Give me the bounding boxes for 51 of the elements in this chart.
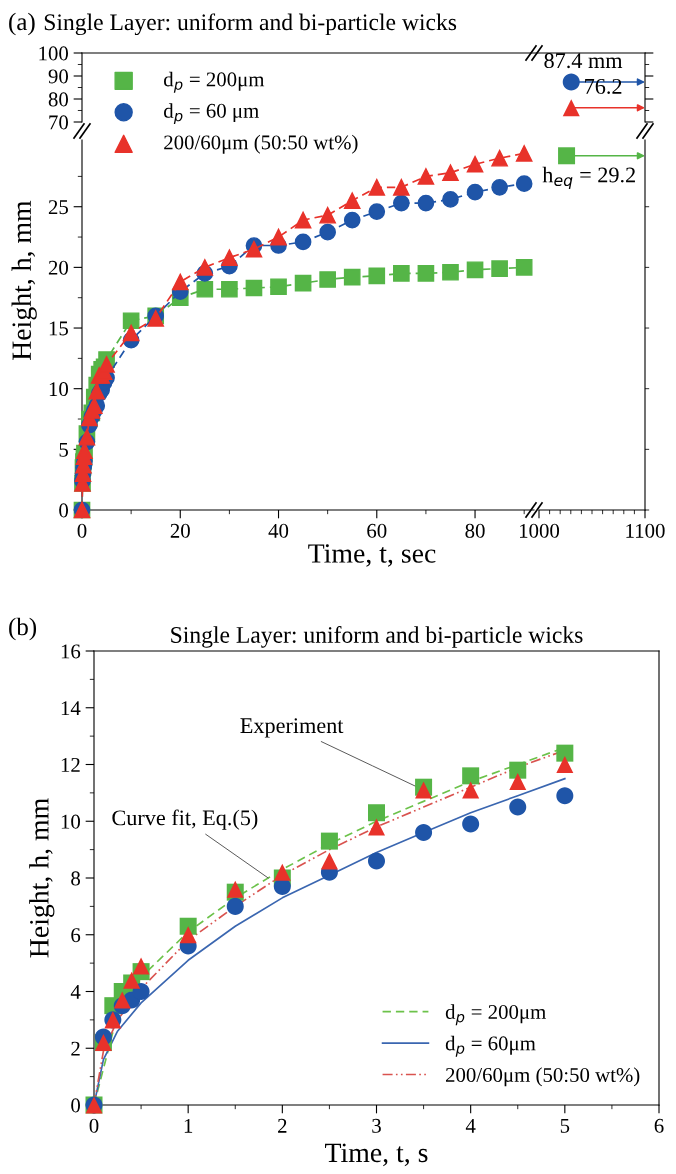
y-tick-label: 80 (48, 92, 69, 107)
y-tick-label: 8 (71, 871, 81, 886)
x-tick-label: 1000 (520, 523, 560, 538)
chart-title: Single Layer: uniform and bi-particle wicks (44, 13, 457, 36)
x-axis-title: Time, t, sec (308, 544, 436, 567)
legend-label: 200/60μm (50:50 wt%) (445, 1067, 640, 1087)
y-tick-label: 25 (48, 200, 68, 215)
y-tick-label: 20 (48, 260, 69, 275)
y-axis-title: Height, h, mm (11, 200, 37, 361)
x-tick-label: 6 (654, 1118, 664, 1133)
x-tick-label: 4 (465, 1118, 476, 1133)
x-tick-label: 40 (268, 523, 289, 538)
chart-title: Single Layer: uniform and bi-particle wicks (171, 626, 583, 648)
x-tick-label: 1100 (626, 523, 665, 538)
text: (a) (9, 12, 35, 36)
annotation: 76.2 (585, 78, 622, 94)
annotation: h$_{eq}$ = 29.2 (542, 166, 635, 190)
y-tick-label: 0 (59, 503, 69, 518)
x-tick-label: 80 (465, 523, 485, 538)
annotation: Curve fit, Eq.(5) (112, 809, 258, 830)
y-tick-label: 10 (61, 814, 81, 829)
y-tick-label: 5 (59, 442, 68, 457)
annotation: 87.4 mm (544, 53, 623, 69)
y-tick-label: 14 (61, 701, 81, 715)
text: (b) (9, 617, 37, 641)
legend-label: d$_{p}$ = 60μm (445, 1035, 536, 1057)
legend-label: d$_{p}$ = 60 μm (164, 103, 259, 125)
legend-label: d$_{p}$ = 200μm (445, 1004, 546, 1026)
x-tick-label: 1 (184, 1118, 193, 1133)
annotation: Experiment (240, 718, 344, 738)
y-tick-label: 12 (61, 757, 80, 772)
y-tick-label: 16 (61, 644, 81, 659)
x-tick-label: 0 (89, 1118, 99, 1133)
y-axis-title: Height, h, mm (29, 798, 55, 958)
x-tick-label: 2 (278, 1118, 287, 1133)
y-tick-label: 15 (49, 321, 68, 336)
y-tick-label: 70 (49, 115, 69, 130)
legend-label: 200/60μm (50:50 wt%) (164, 134, 358, 154)
y-tick-label: 100 (39, 46, 69, 61)
y-tick-label: 2 (71, 1041, 80, 1056)
y-tick-label: 6 (71, 928, 81, 943)
x-axis-title: Time, t, s (325, 1143, 428, 1167)
y-tick-label: 10 (49, 382, 69, 397)
y-tick-label: 90 (48, 69, 69, 84)
y-tick-label: 0 (71, 1098, 81, 1113)
x-tick-label: 3 (372, 1118, 381, 1133)
y-tick-label: 4 (70, 985, 81, 999)
x-tick-label: 20 (170, 523, 190, 538)
x-tick-label: 5 (560, 1119, 570, 1133)
legend-label: d$_{p}$ = 200μm (164, 71, 265, 93)
x-tick-label: 60 (367, 523, 387, 538)
